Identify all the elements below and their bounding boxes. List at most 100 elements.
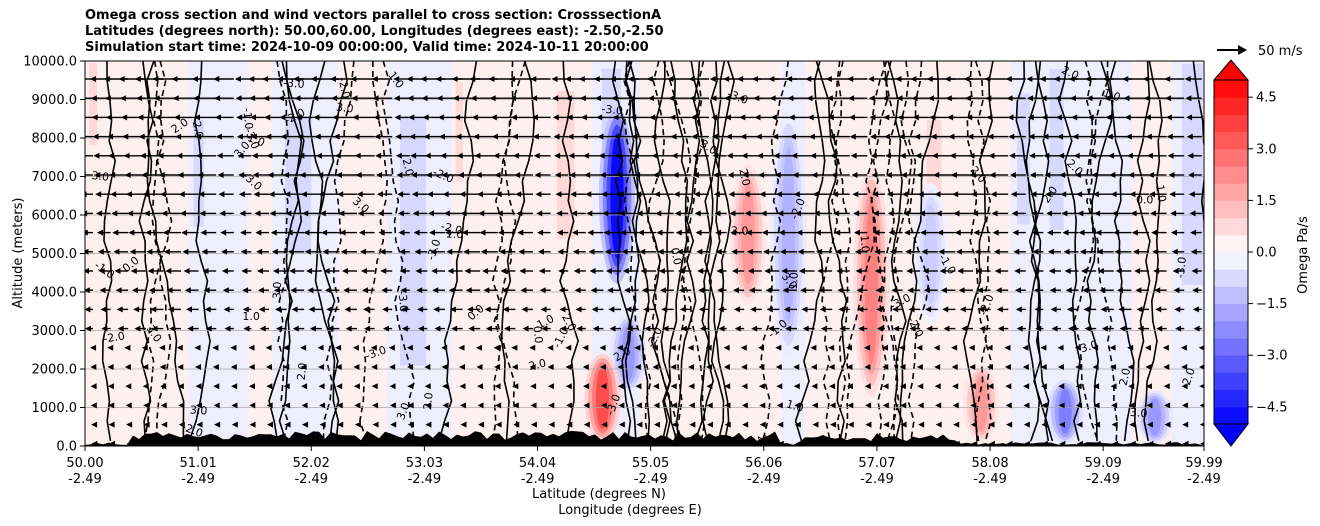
wind-vector-head [793,191,800,198]
wind-vector-head [583,421,590,428]
wind-vector-head [911,95,918,102]
wind-vector-head [723,364,730,370]
wind-vector-head [500,268,507,274]
wind-vector-head [670,133,677,140]
contour-line-positive [1133,61,1151,442]
contour-label: 1.0 [858,235,872,253]
wind-vector-head [530,421,537,428]
wind-vector-head [1185,95,1192,102]
wind-vector-head [1127,344,1134,351]
wind-vector-head [899,344,906,351]
wind-vector-head [1028,133,1035,140]
wind-vector-head [1050,306,1057,313]
wind-vector-head [556,210,563,217]
wind-vector-head [574,287,581,294]
wind-vector-head [870,152,877,159]
wind-vector-head [163,248,170,255]
wind-vector-head [910,76,917,82]
wind-vector-head [916,172,923,178]
wind-vector-head [451,325,458,332]
wind-vector-head [617,364,624,370]
wind-vector-head [1040,364,1047,370]
contour-label: 2.0 [736,167,752,187]
wind-vector-head [1068,76,1075,82]
wind-vector-head [1066,306,1073,313]
omega-band-patch [193,120,204,227]
wind-vector-head [479,229,486,236]
contour-label: 2.0 [421,392,436,411]
wind-vector-head [1111,402,1118,409]
wind-vector-head [596,114,603,121]
wind-vector-head [533,152,540,159]
wind-vector-head [302,210,309,217]
wind-vector-head [510,114,517,121]
wind-vector-head [1074,344,1081,351]
wind-vector-head [839,325,846,332]
wind-vector-head [583,383,590,390]
wind-vector-head [779,248,786,255]
wind-vector-head [153,95,160,102]
wind-vector-head [970,421,977,428]
wind-vector-head [354,402,361,409]
wind-vector-head [467,306,474,313]
wind-vector-head [612,114,619,121]
wind-vector-head [552,114,559,121]
y-tick-label: 8000.0 [32,132,78,147]
wind-vector-head [967,133,974,140]
wind-vector-head [372,95,379,102]
wind-vector-head [1033,287,1040,294]
contour-label: 1.0 [1101,86,1122,104]
omega-band-patch [556,90,575,239]
wind-vector-head [669,344,676,351]
wind-vector-head [221,248,228,255]
wind-vector-head [1181,383,1188,390]
wind-vector-head [1108,152,1115,159]
wind-vector-head [414,248,421,255]
wind-vector-head [309,325,316,332]
wind-vector-head [284,402,291,409]
wind-vector-head [1075,383,1082,390]
contour-label: 2.0 [400,157,416,177]
wind-vector-head [1186,114,1193,121]
wind-vector-head [725,133,732,140]
wind-vector-head [763,248,770,255]
wind-vector-head [928,95,935,102]
wind-vector-head [115,287,122,294]
wind-vector-head [278,95,285,102]
wind-vector-head [515,191,522,198]
wind-vector-head [266,383,273,390]
contour-line-positive [663,61,689,442]
wind-vector-head [899,364,906,370]
wind-vector-head [618,421,625,428]
wind-vector-head [898,133,905,140]
wind-vector-head [401,306,408,313]
wind-vector-head [483,287,490,294]
wind-vector-head [512,383,519,390]
wind-vector-head [935,421,942,428]
wind-vector-head [1171,248,1178,255]
wind-vector-head [775,364,782,370]
wind-vector-head [1198,345,1204,351]
contour-line-negative [828,61,852,442]
title-line-2: Latitudes (degrees north): 50.00,60.00, … [85,24,664,39]
wind-vector-head [1077,210,1084,217]
wind-vector-head [499,248,506,255]
wind-vector-head [566,421,573,428]
wind-vector-head [322,248,329,255]
colorbar-extend-min [1212,423,1250,447]
wind-vector-head [238,191,245,198]
wind-vector-head [873,229,880,236]
wind-vector-head [868,95,875,102]
wind-vector-head [705,344,712,351]
wind-vector-head [854,248,861,255]
wind-vector-head [923,287,930,294]
wind-vector-head [751,325,758,332]
wind-vector-head [1127,364,1134,370]
wind-vector-head [1130,210,1137,217]
wind-vector-head [159,344,166,351]
wind-vector-head [1172,268,1179,274]
wind-vector-head [214,95,221,102]
wind-vector-head [292,325,299,332]
wind-vector-head [828,344,835,351]
wind-vector-head [709,76,716,82]
